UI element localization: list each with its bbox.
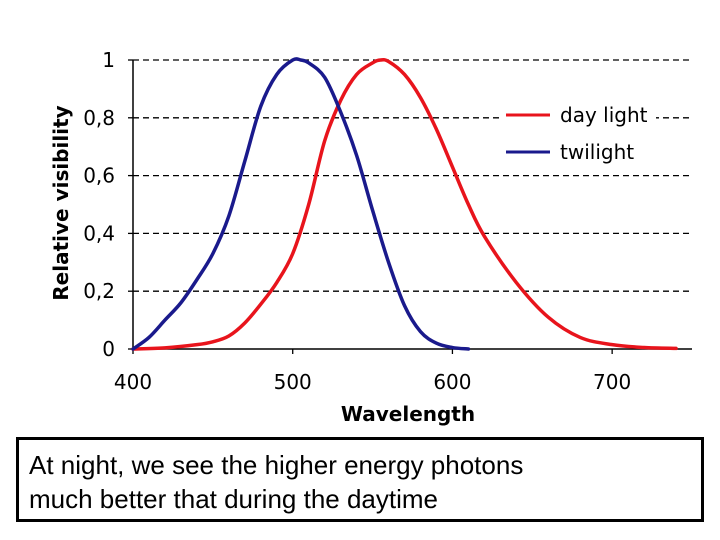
x-tick-labels: 400 500 600 700	[114, 349, 631, 394]
y-tick-label: 0,2	[83, 279, 115, 303]
y-tick-label: 0	[102, 337, 115, 361]
caption-line-1: At night, we see the higher energy photo…	[29, 450, 524, 480]
y-axis-label: Relative visibility	[49, 105, 73, 300]
legend-label-day-light: day light	[560, 103, 648, 127]
grid-lines	[133, 59, 692, 292]
legend-background	[500, 100, 656, 168]
series-lines	[131, 57, 678, 351]
x-tick-label: 500	[274, 370, 312, 394]
y-tick-label: 0,4	[83, 221, 115, 245]
legend: day light twilight	[500, 100, 656, 168]
caption-line-2: much better that during the daytime	[29, 484, 439, 514]
x-axis-label: Wavelength	[341, 402, 475, 426]
series-line-day-light	[131, 57, 678, 351]
y-tick-labels: 0 0,2 0,4 0,6 0,8 1	[83, 48, 133, 361]
y-tick-label: 0,6	[83, 164, 115, 188]
axes	[132, 60, 692, 350]
x-tick-label: 600	[433, 370, 471, 394]
x-tick-label: 400	[114, 370, 152, 394]
series-line-twilight	[131, 57, 471, 351]
caption-box: At night, we see the higher energy photo…	[16, 437, 704, 522]
x-tick-label: 700	[593, 370, 631, 394]
legend-label-twilight: twilight	[560, 140, 634, 164]
y-tick-label: 1	[102, 48, 115, 72]
y-tick-label: 0,8	[83, 106, 115, 130]
